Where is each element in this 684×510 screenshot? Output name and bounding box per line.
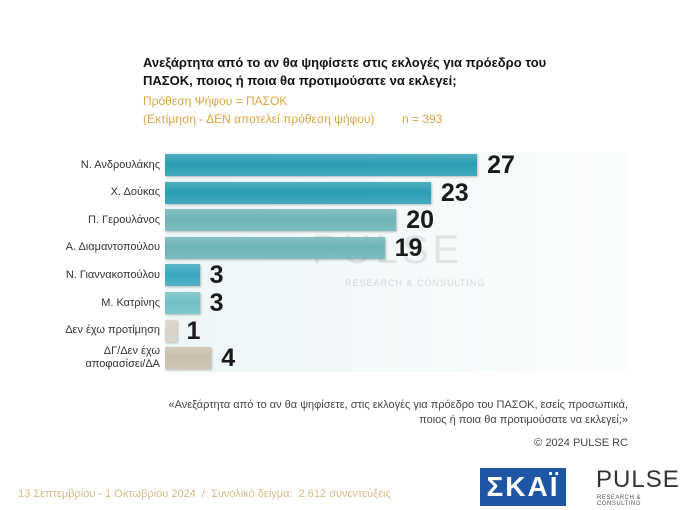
value-label: 3 <box>209 261 224 290</box>
logo: RESEARCH & CONSULTING <box>597 495 642 507</box>
question-note: «Ανεξάρτητα από το αν θα ψηφίσετε, στις … <box>168 399 628 426</box>
value-label: 27 <box>487 151 515 179</box>
category-label: Ν. Γιαννακοπούλου <box>65 268 160 281</box>
bar <box>165 319 177 342</box>
subtitle: Πρόθεση Ψήφου = ΠΑΣΟΚ <box>143 94 288 108</box>
value-label: 19 <box>394 233 423 262</box>
category-label: Α. Διαμαντοπούλου <box>65 241 160 254</box>
bar <box>165 236 385 259</box>
category-label: Ν. Ανδρουλάκης <box>80 158 160 171</box>
value-label: 4 <box>221 344 236 373</box>
bar <box>165 209 397 232</box>
category-label: Δεν έχω προτίμηση <box>65 324 160 337</box>
watermark: RESEARCH & CONSULTING <box>345 278 486 288</box>
bar <box>165 154 478 176</box>
subtitle: (Εκτίμηση - ΔΕΝ αποτελεί πρόθεση ψήφου) <box>143 112 375 126</box>
chart-title: Ανεξάρτητα από το αν θα ψηφίσετε στις εκ… <box>143 55 547 88</box>
category-label: Π. Γερουλάνος <box>87 213 160 226</box>
value-label: 20 <box>406 206 434 235</box>
category-label: Μ. Κατρίνης <box>101 296 160 309</box>
bar <box>165 292 200 314</box>
value-label: 1 <box>186 316 201 345</box>
logo: PULSE <box>596 466 680 493</box>
footer: 13 Σεπτεμβρίου - 1 Οκτωβρίου 2024 / Συνο… <box>18 488 391 500</box>
bar <box>165 181 431 204</box>
category-label: ΔΓ/Δεν έχω αποφασίσει/ΔΑ <box>85 345 160 371</box>
value-label: 23 <box>440 178 469 207</box>
bar <box>165 264 200 287</box>
value-label: 3 <box>209 289 224 317</box>
copyright: © 2024 PULSE RC <box>534 437 628 449</box>
bar <box>165 347 212 370</box>
category-label: Χ. Δούκας <box>110 186 160 199</box>
sample-size: n = 393 <box>402 112 443 126</box>
logo: ΣΚΑΪ <box>480 468 566 506</box>
